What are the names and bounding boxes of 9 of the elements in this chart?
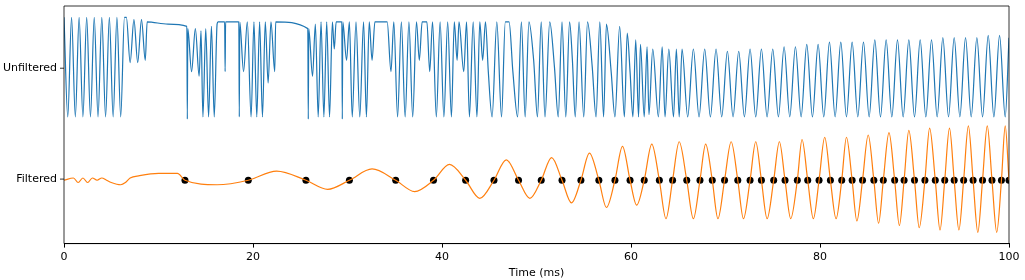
x-tick-label: 0 xyxy=(60,250,68,264)
x-tick-label: 40 xyxy=(435,250,449,264)
x-tick-label: 80 xyxy=(813,250,827,264)
x-tick-label: 60 xyxy=(624,250,638,264)
x-axis-title: Time (ms) xyxy=(507,266,565,280)
x-tick-label: 20 xyxy=(246,250,260,264)
series-label: Filtered xyxy=(16,171,57,185)
x-tick-label: 100 xyxy=(998,250,1020,264)
series-label: Unfiltered xyxy=(2,61,57,75)
